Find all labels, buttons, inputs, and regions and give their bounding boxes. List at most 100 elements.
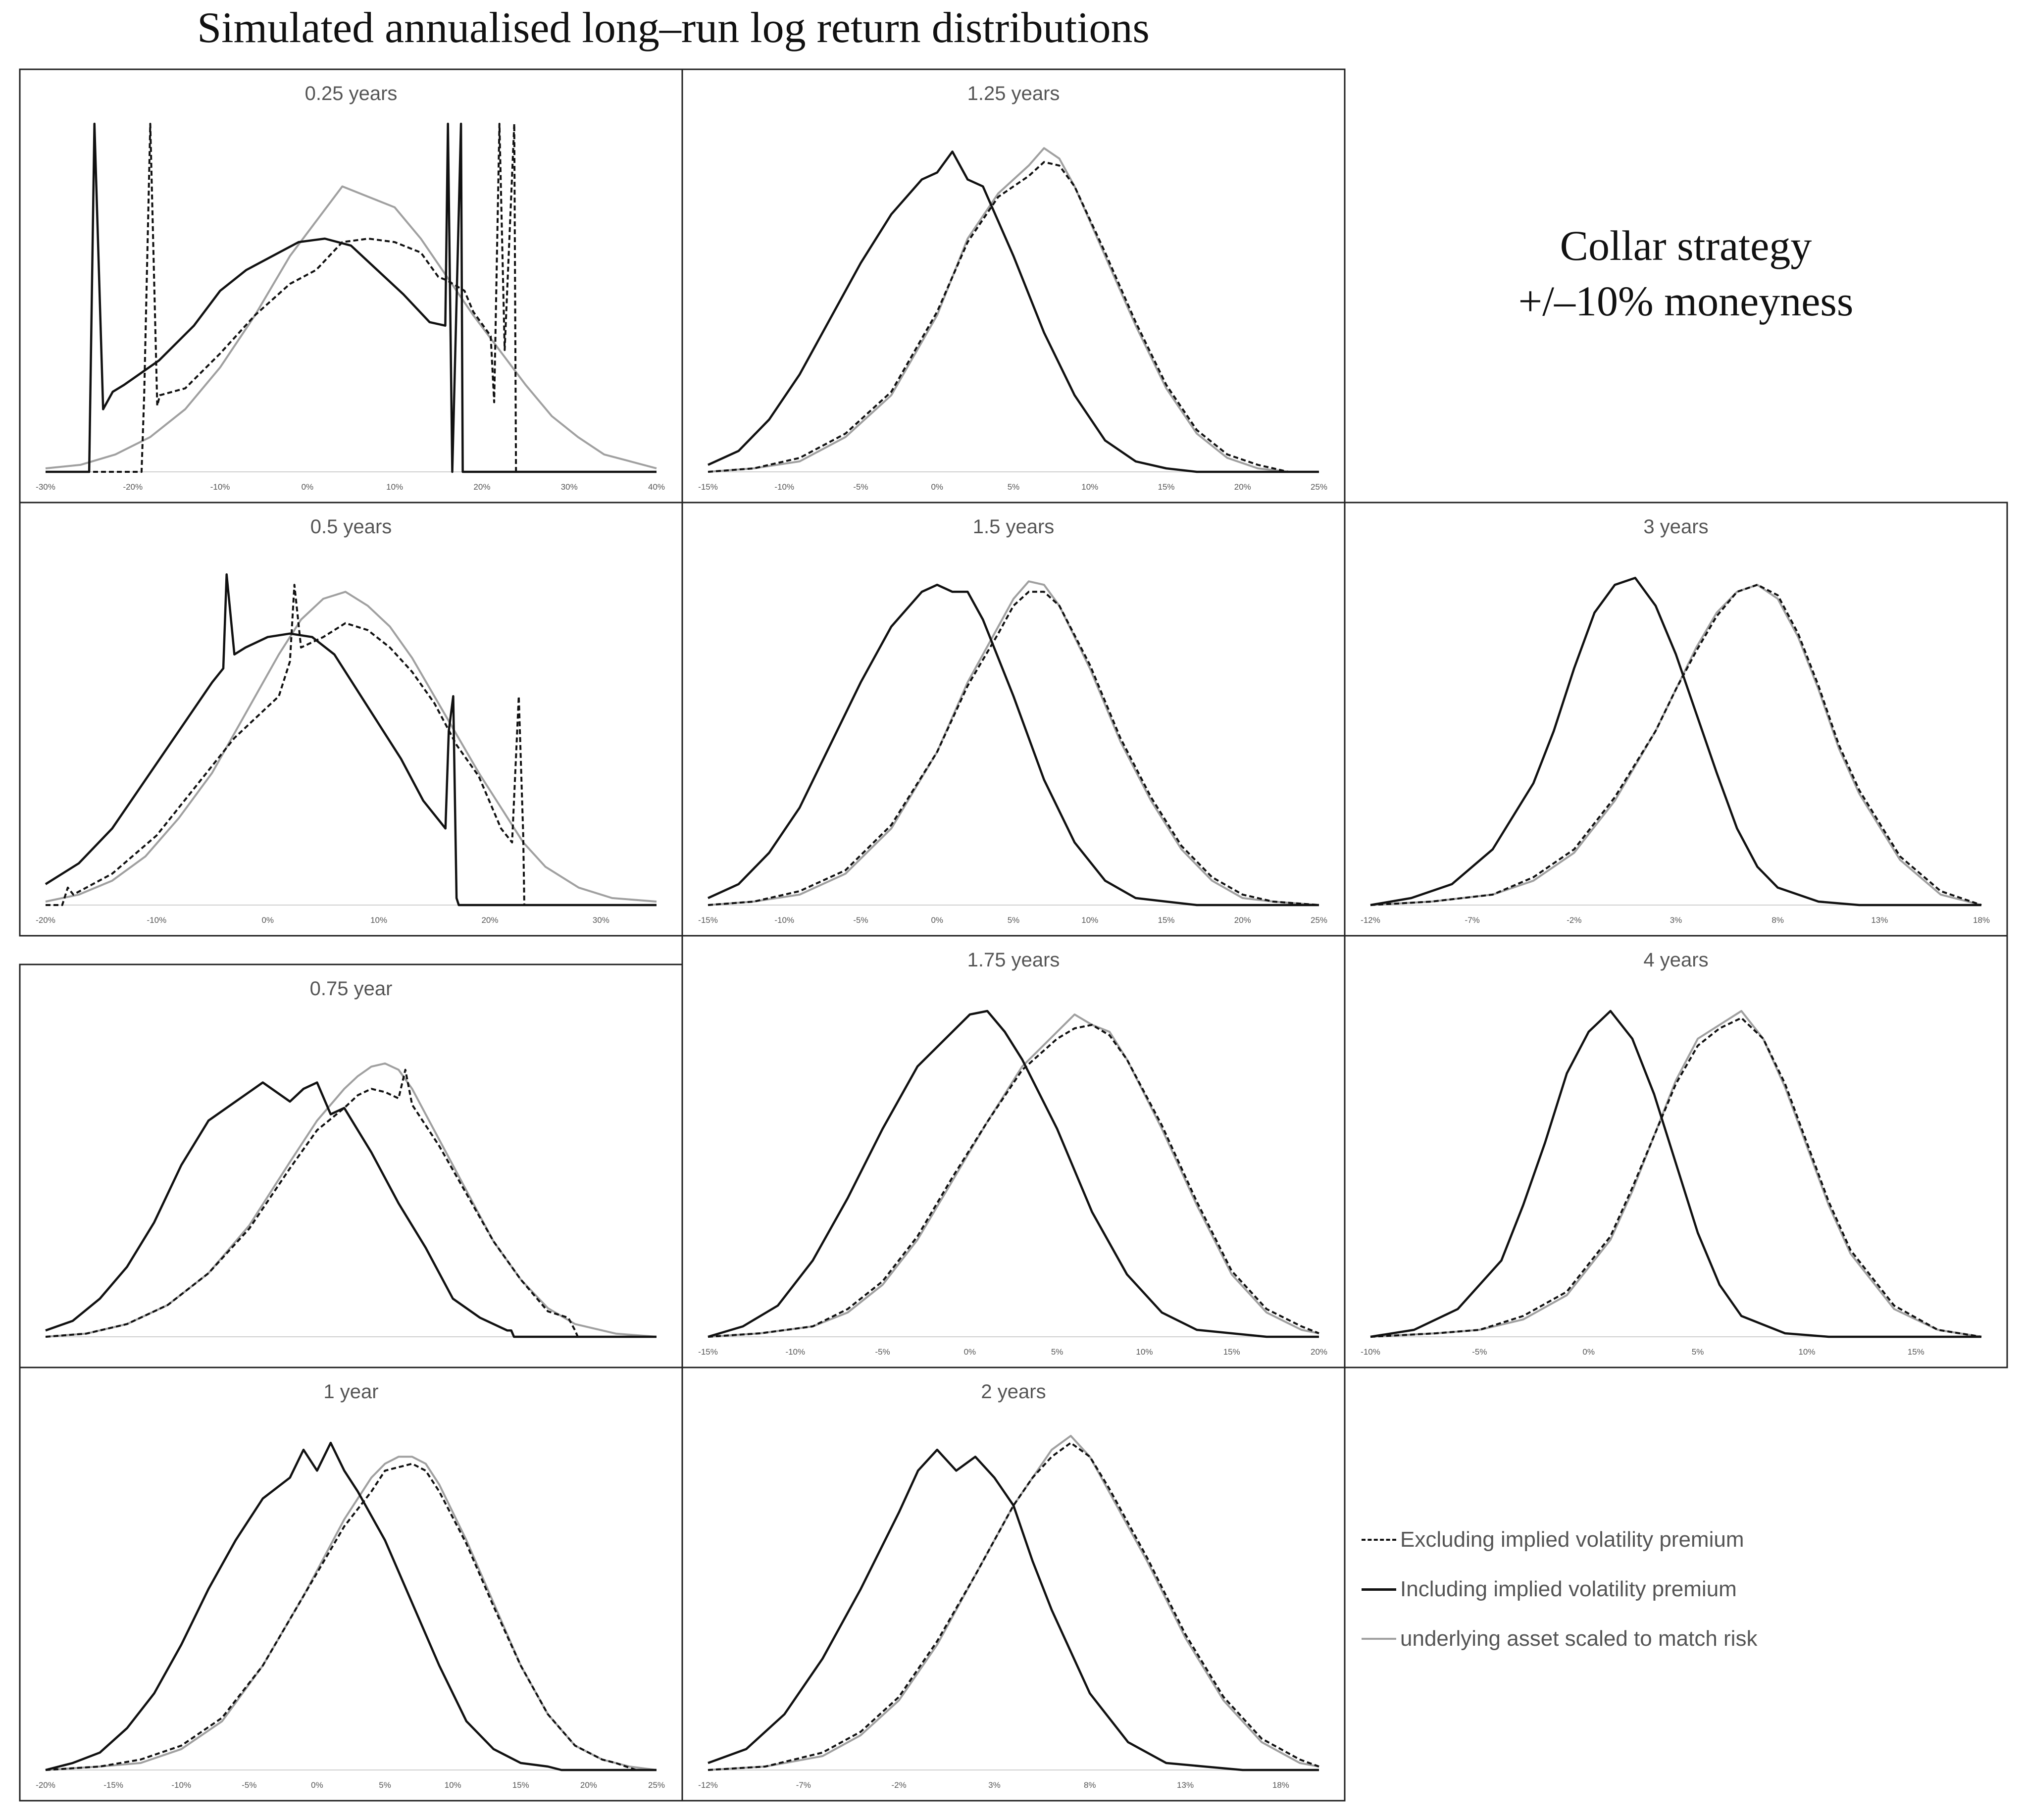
x-tick-label: 15% [1223, 1347, 1240, 1357]
series-excluding-line [708, 1024, 1319, 1338]
x-tick-label: -10% [785, 1347, 805, 1357]
series-underlying-line [708, 580, 1319, 906]
legend-label: underlying asset scaled to match risk [1400, 1626, 1758, 1651]
x-tick-label: 30% [593, 915, 609, 925]
series-underlying-line [45, 591, 657, 903]
panel-frame [19, 502, 683, 937]
chart-panel: 0.75 year [19, 963, 683, 1368]
series-excluding-line [45, 1068, 657, 1338]
panel-title: 0.75 year [310, 978, 393, 1000]
x-tick-label: -10% [210, 482, 230, 492]
x-tick-label: -20% [36, 915, 55, 925]
x-tick-label: -10% [1361, 1347, 1380, 1357]
x-tick-label: 5% [1008, 915, 1020, 925]
panel-frame [1344, 502, 2008, 937]
series-including-line [45, 1081, 657, 1338]
x-tick-label: 40% [648, 482, 665, 492]
x-tick-label: -15% [698, 482, 718, 492]
legend-swatch-dashed-line [1362, 1539, 1396, 1541]
series-excluding-line [46, 584, 657, 906]
legend-item-including: Including implied volatility premium [1362, 1565, 1757, 1614]
x-tick-label: 0% [1582, 1347, 1595, 1357]
legend-label: Excluding implied volatility premium [1400, 1527, 1744, 1552]
panel-frame [1344, 935, 2008, 1368]
x-tick-label: 15% [512, 1780, 529, 1790]
series-including-line [708, 1010, 1319, 1338]
panel-title: 0.5 years [310, 516, 392, 538]
chart-panel: 1.75 years -15% -10% -5% 0% 5% 10% 15% 20% [681, 935, 1346, 1368]
x-tick-label: 25% [648, 1780, 665, 1790]
x-tick-label: 0% [261, 915, 274, 925]
legend-swatch-grey-line [1362, 1638, 1396, 1640]
panel-title: 2 years [981, 1381, 1046, 1403]
chart-panel: 0.25 years -30% -20% -10% 0% 10% 20% 30% 40% [19, 68, 683, 504]
x-tick-label: 20% [473, 482, 490, 492]
series-including-line [46, 122, 657, 473]
panel-title: 1.5 years [973, 516, 1055, 538]
legend-item-underlying: underlying asset scaled to match risk [1362, 1614, 1757, 1664]
x-tick-label: 20% [580, 1780, 597, 1790]
series-excluding-line [1370, 584, 1982, 906]
x-tick-label: -10% [774, 482, 794, 492]
x-tick-label: -10% [147, 915, 167, 925]
x-tick-label: -15% [103, 1780, 123, 1790]
x-tick-label: -2% [1567, 915, 1581, 925]
series-including-line [708, 583, 1319, 907]
chart-panel: 1.25 years -15% -10% -5% 0% 5% 10% 15% 20% 25% [681, 68, 1346, 504]
panel-frame [19, 68, 683, 504]
x-tick-label: 13% [1177, 1780, 1194, 1790]
x-tick-label: 20% [1234, 482, 1251, 492]
x-tick-label: -7% [1465, 915, 1480, 925]
x-tick-label: 0% [311, 1780, 323, 1790]
x-tick-label: 10% [386, 482, 403, 492]
series-including-line [45, 573, 657, 907]
panel-frame [681, 502, 1346, 937]
x-tick-label: -5% [853, 482, 868, 492]
chart-panel: 2 years -12% -7% -2% 3% 8% 13% 18% [681, 1366, 1346, 1802]
series-excluding-line [46, 123, 657, 473]
chart-panel: 4 years -10% -5% 0% 5% 10% 15% [1344, 935, 2008, 1368]
x-tick-label: 18% [1973, 915, 1990, 925]
x-tick-label: -20% [123, 482, 143, 492]
series-excluding-line [1370, 1017, 1982, 1338]
panel-frame [681, 1366, 1346, 1802]
x-tick-label: 20% [1234, 915, 1251, 925]
x-tick-label: 15% [1158, 482, 1174, 492]
series-underlying-line [1370, 1010, 1982, 1338]
x-tick-label: 3% [1670, 915, 1682, 925]
x-tick-label: 8% [1084, 1780, 1096, 1790]
x-tick-label: 20% [1311, 1347, 1327, 1357]
legend-label: Including implied volatility premium [1400, 1577, 1737, 1601]
x-tick-label: -5% [1472, 1347, 1487, 1357]
x-tick-label: -15% [698, 915, 718, 925]
legend-swatch-solid-line [1362, 1588, 1396, 1591]
panel-title: 3 years [1643, 516, 1708, 538]
panel-title: 1.75 years [967, 949, 1060, 971]
series-underlying-line [45, 185, 657, 469]
x-tick-label: -12% [698, 1780, 718, 1790]
x-tick-label: -30% [36, 482, 55, 492]
x-tick-label: -5% [875, 1347, 890, 1357]
x-tick-label: -2% [892, 1780, 907, 1790]
panel-title: 4 years [1643, 949, 1708, 971]
strategy-note-line: Collar strategy [1560, 222, 1812, 269]
series-including-line [1370, 576, 1981, 907]
panel-frame [681, 935, 1346, 1368]
chart-panel: 3 years -12% -7% -2% 3% 8% 13% 18% [1344, 502, 2008, 937]
x-tick-label: 10% [370, 915, 387, 925]
series-excluding-line [45, 1463, 657, 1771]
x-tick-label: 20% [481, 915, 498, 925]
legend-item-excluding: Excluding implied volatility premium [1362, 1515, 1757, 1565]
x-tick-label: 5% [1692, 1347, 1704, 1357]
strategy-note: Collar strategy +/–10% moneyness [1357, 218, 2015, 329]
x-tick-label: 0% [931, 482, 943, 492]
x-tick-label: 0% [302, 482, 314, 492]
x-tick-label: -20% [36, 1780, 55, 1790]
x-tick-label: 18% [1272, 1780, 1289, 1790]
x-tick-label: 15% [1908, 1347, 1924, 1357]
x-tick-label: 10% [1081, 915, 1098, 925]
x-tick-label: -12% [1361, 915, 1380, 925]
legend: Excluding implied volatility premium Inc… [1362, 1515, 1757, 1664]
x-tick-label: -10% [171, 1780, 191, 1790]
